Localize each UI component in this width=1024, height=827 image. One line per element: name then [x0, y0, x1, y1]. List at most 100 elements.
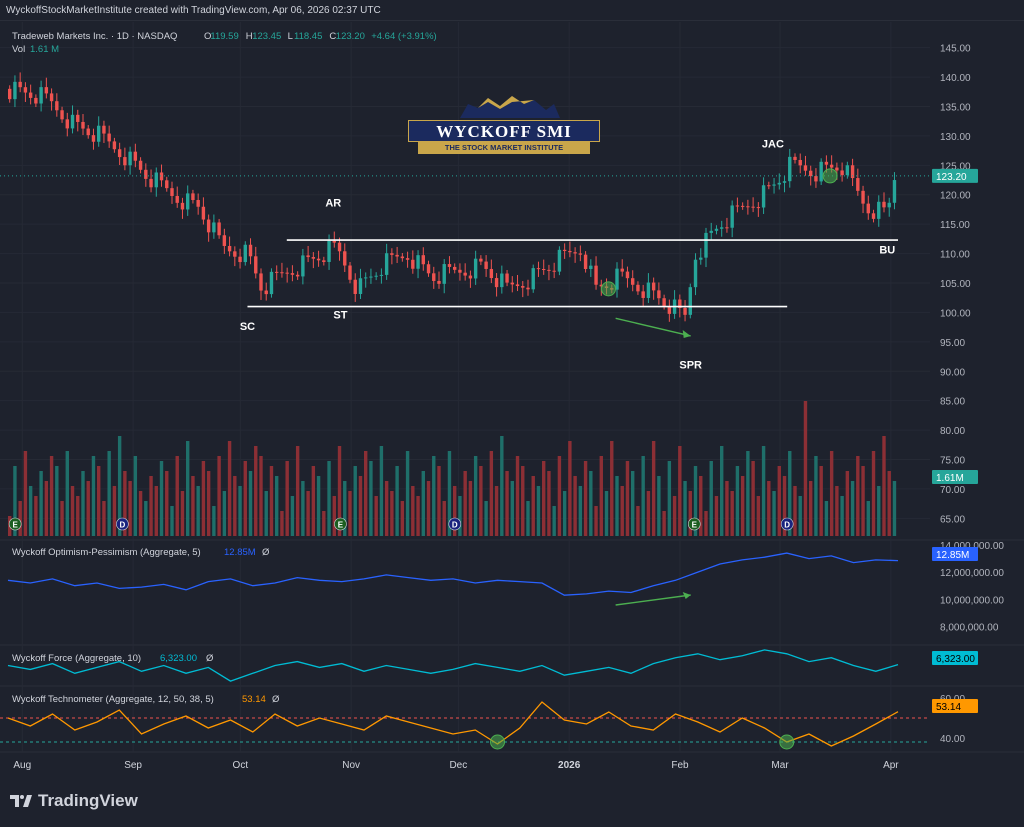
volume-bar — [317, 476, 320, 536]
volume-bar — [113, 486, 116, 536]
candle-body — [448, 264, 451, 267]
last-price-tag: 123.20 — [936, 172, 967, 183]
y-tick-label: 120.00 — [940, 191, 971, 202]
candle-body — [479, 259, 482, 262]
volume-bar — [390, 491, 393, 536]
candle-body — [846, 165, 849, 175]
candle-body — [521, 286, 524, 288]
y-tick-label: 140.00 — [940, 73, 971, 84]
volume-bar — [238, 486, 241, 536]
candle-body — [720, 227, 723, 228]
volume-bar — [516, 456, 519, 536]
price-legend: Tradeweb Markets Inc. · 1D · NASDAQ O 119.… — [12, 31, 437, 42]
volume-bar — [228, 441, 231, 536]
techno-y-tick: 40.00 — [940, 734, 965, 745]
volume-bar — [641, 456, 644, 536]
volume-bar — [233, 476, 236, 536]
highlight-marker — [823, 169, 837, 183]
candle-body — [254, 256, 257, 273]
candle-body — [97, 126, 100, 142]
candle-body — [81, 122, 84, 129]
legend-item: Tradeweb Markets Inc. · 1D · NASDAQ — [12, 31, 177, 42]
volume-bar — [333, 496, 336, 536]
y-tick-label: 135.00 — [940, 102, 971, 113]
candle-body — [882, 202, 885, 208]
volume-bar — [34, 496, 37, 536]
candle-body — [39, 87, 42, 103]
volume-bar — [579, 486, 582, 536]
candle-body — [176, 196, 179, 203]
candle-body — [689, 287, 692, 315]
y-tick-label: 110.00 — [940, 250, 970, 261]
y-tick-label: 90.00 — [940, 367, 965, 378]
volume-bar — [662, 511, 665, 536]
techno-title: Wyckoff Technometer (Aggregate, 12, 50, … — [12, 694, 214, 705]
volume-bar — [888, 471, 891, 536]
y-tick-label: 130.00 — [940, 132, 971, 143]
candle-body — [76, 115, 79, 122]
volume-bar — [746, 451, 749, 536]
volume-bar — [856, 456, 859, 536]
volume-bar — [217, 456, 220, 536]
candle-body — [532, 268, 535, 289]
volume-bar — [50, 456, 53, 536]
volume-bar — [81, 471, 84, 536]
candle-body — [34, 98, 37, 104]
candle-body — [615, 269, 618, 290]
volume-bar — [600, 456, 603, 536]
x-tick-label: Mar — [771, 760, 789, 771]
candle-body — [505, 274, 508, 283]
volume-bar — [374, 496, 377, 536]
volume-bar — [799, 496, 802, 536]
op-arrow — [616, 595, 691, 605]
candle-body — [751, 207, 754, 208]
candle-body — [888, 203, 891, 208]
candle-body — [741, 206, 744, 207]
candle-body — [280, 272, 283, 273]
force-symbol: Ø — [206, 653, 214, 664]
volume-bar — [212, 506, 215, 536]
candle-body — [343, 251, 346, 265]
volume-bar — [626, 461, 629, 536]
volume-bar — [793, 486, 796, 536]
volume-bar — [202, 461, 205, 536]
candle-body — [18, 82, 21, 87]
candle-body — [24, 87, 27, 92]
volume-legend-label: Vol — [12, 44, 25, 55]
volume-bar — [422, 471, 425, 536]
candle-body — [819, 162, 822, 182]
volume-bar — [589, 471, 592, 536]
op-last-tag: 12.85M — [936, 550, 969, 561]
techno-line — [8, 702, 898, 746]
candle-body — [558, 250, 561, 272]
candle-body — [636, 285, 639, 292]
y-tick-label: 145.00 — [940, 44, 971, 55]
volume-bar — [495, 486, 498, 536]
candle-body — [107, 134, 110, 142]
volume-bar — [186, 441, 189, 536]
volume-bar — [463, 471, 466, 536]
candle-body — [45, 87, 48, 93]
candle-body — [453, 267, 456, 270]
candle-body — [249, 245, 252, 257]
volume-bar — [767, 481, 770, 536]
candle-body — [354, 280, 357, 294]
tradingview-brand[interactable]: TradingView — [10, 791, 138, 811]
volume-bar — [615, 476, 618, 536]
volume-bar — [97, 466, 100, 536]
op-symbol: Ø — [262, 547, 270, 558]
candle-body — [217, 222, 220, 235]
candle-body — [657, 290, 660, 298]
candle-body — [552, 271, 555, 272]
volume-bar — [474, 456, 477, 536]
techno-marker — [491, 735, 505, 749]
candle-body — [500, 274, 503, 288]
candle-body — [778, 183, 781, 185]
volume-bar — [207, 471, 210, 536]
candle-body — [87, 129, 90, 136]
logo-subtitle: THE STOCK MARKET INSTITUTE — [418, 142, 590, 154]
volume-bar — [631, 471, 634, 536]
volume-bar — [851, 481, 854, 536]
candle-body — [856, 178, 859, 191]
volume-bar — [102, 501, 105, 536]
